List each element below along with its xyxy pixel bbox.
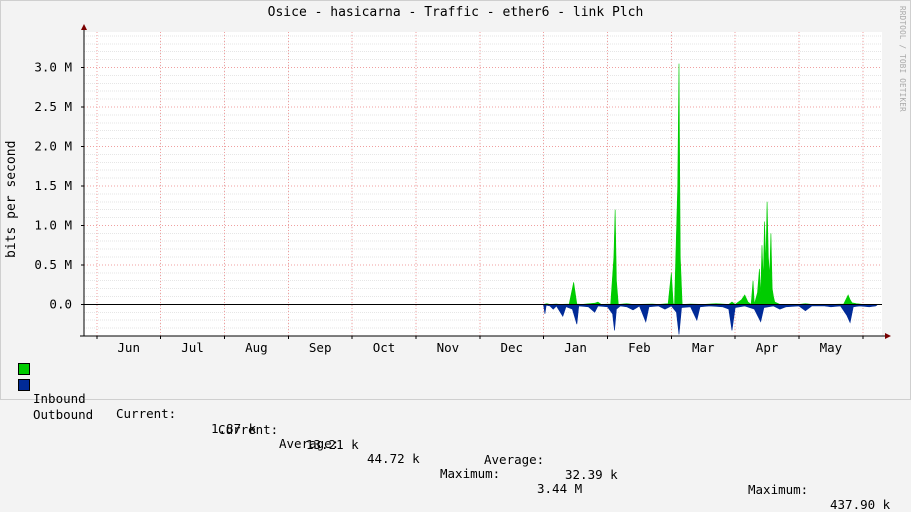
x-tick-label: Jun <box>117 340 140 355</box>
x-tick-label: Jul <box>181 340 204 355</box>
series-area-outbound <box>543 304 878 335</box>
legend-inbound-average: 44.72 k <box>367 451 420 466</box>
legend-outbound-average-label: Average: <box>484 452 545 467</box>
x-tick-label: Mar <box>692 340 715 355</box>
x-tick-label: Aug <box>245 340 268 355</box>
plot-background <box>84 32 882 336</box>
y-axis-arrow <box>81 24 87 30</box>
legend-outbound-current-label: Current: <box>218 422 279 437</box>
legend-inbound-maximum-label: Maximum: <box>440 466 501 481</box>
legend-inbound-maximum: 3.44 M <box>537 481 583 496</box>
x-tick-label: Dec <box>500 340 523 355</box>
legend-outbound-current: 13.21 k <box>306 437 359 452</box>
y-tick-label: 3.0 M <box>34 60 72 75</box>
rrdtool-watermark: RRDTOOL / TOBI OETIKER <box>898 6 907 112</box>
x-tick-label: Jan <box>564 340 587 355</box>
y-tick-label: 2.0 M <box>34 138 72 153</box>
chart-title: Osice - hasicarna - Traffic - ether6 - l… <box>267 5 644 20</box>
x-tick-label: Nov <box>437 340 460 355</box>
outbound-swatch <box>18 379 30 391</box>
legend-outbound-average: 32.39 k <box>565 467 618 482</box>
legend-outbound-maximum: 437.90 k <box>830 497 891 512</box>
y-tick-label: 0.0 <box>49 296 72 311</box>
x-axis-arrow <box>885 333 891 339</box>
inbound-swatch <box>18 363 30 375</box>
legend-outbound-row: Outbound Current: 13.21 k Average: 32.39… <box>18 377 890 512</box>
y-tick-label: 1.0 M <box>34 217 72 232</box>
chart-plot: 3.0 M 2.5 M 2.0 M 1.5 M 1.0 M 0.5 M 0.0 Jun Jul A… <box>34 24 891 355</box>
x-tick-label: Apr <box>756 340 779 355</box>
y-tick-label: 1.5 M <box>34 178 72 193</box>
x-tick-label: May <box>820 340 843 355</box>
legend-outbound-label: Outbound <box>33 407 94 422</box>
legend-inbound-current-label: Current: <box>116 406 177 421</box>
y-tick-label: 0.5 M <box>34 257 72 272</box>
legend-inbound-label: Inbound <box>33 391 86 406</box>
legend-outbound-maximum-label: Maximum: <box>748 482 809 497</box>
x-tick-label: Feb <box>628 340 651 355</box>
y-tick-label: 2.5 M <box>34 99 72 114</box>
x-tick-label: Oct <box>373 340 396 355</box>
x-tick-label: Sep <box>309 340 332 355</box>
